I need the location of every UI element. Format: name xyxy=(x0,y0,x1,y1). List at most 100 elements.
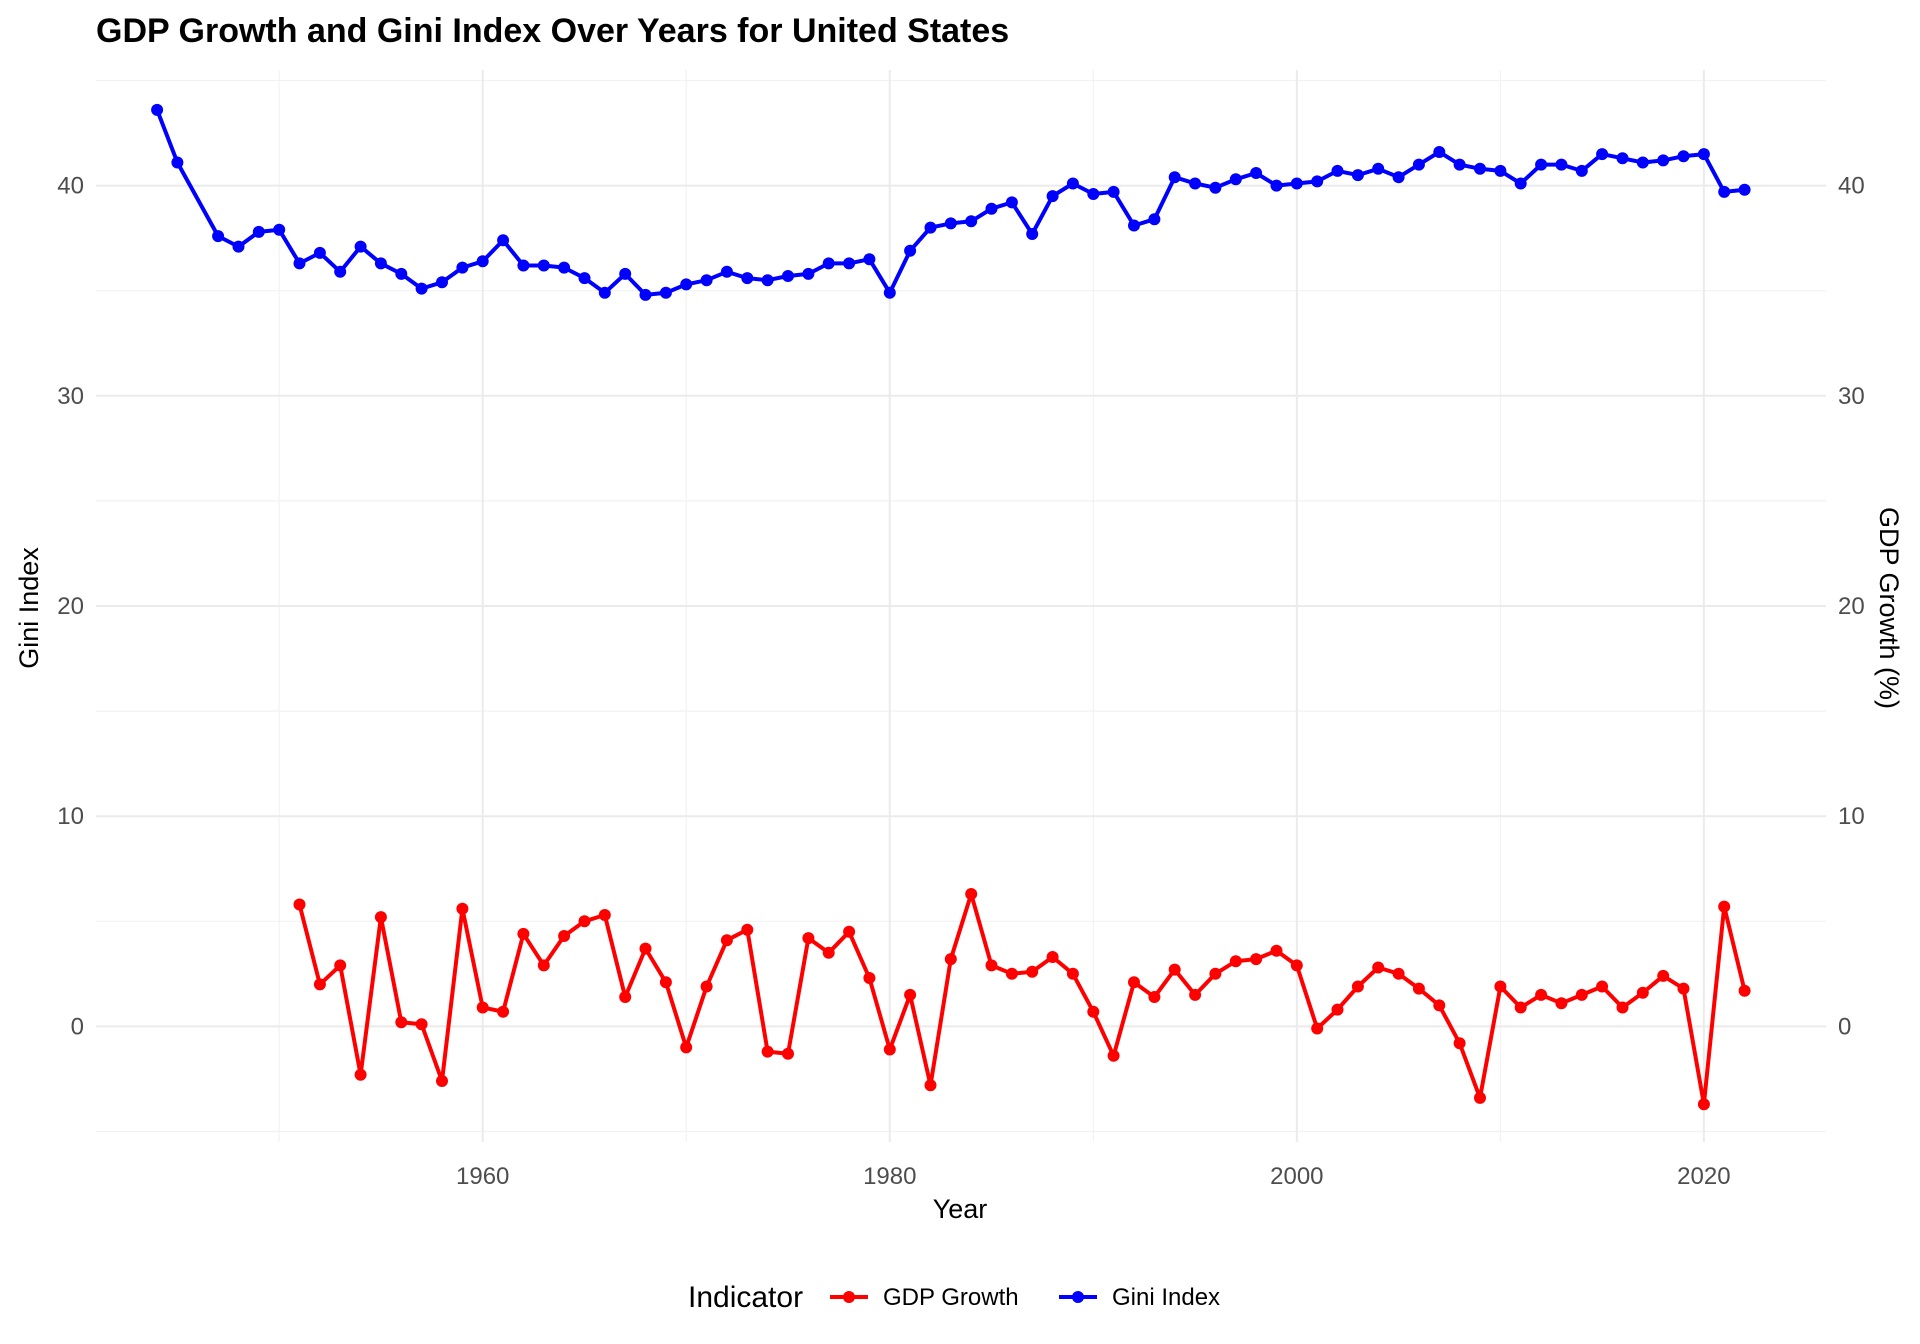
data-point-gini-index xyxy=(273,223,286,236)
data-point-gdp-growth xyxy=(537,959,550,972)
data-point-gini-index xyxy=(212,230,225,243)
data-point-gdp-growth xyxy=(1697,1098,1710,1111)
series-gdp-growth xyxy=(293,888,1751,1111)
data-point-gini-index xyxy=(1250,167,1263,179)
series-gini-index xyxy=(151,103,1751,301)
legend-key-gini-index-point xyxy=(1072,1291,1084,1303)
data-point-gdp-growth xyxy=(1229,955,1242,968)
data-point-gini-index xyxy=(1168,171,1181,184)
x-tick-label: 1960 xyxy=(456,1163,509,1190)
data-point-gdp-growth xyxy=(415,1018,428,1031)
data-point-gini-index xyxy=(436,276,448,289)
series-layer xyxy=(151,103,1751,1111)
data-point-gdp-growth xyxy=(1657,969,1670,982)
data-point-gdp-growth xyxy=(761,1045,774,1058)
data-point-gini-index xyxy=(965,215,978,228)
data-point-gini-index xyxy=(1555,158,1568,171)
data-point-gdp-growth xyxy=(558,930,571,942)
data-point-gdp-growth xyxy=(843,925,856,938)
data-point-gini-index xyxy=(374,257,387,270)
data-point-gini-index xyxy=(944,217,957,230)
data-point-gdp-growth xyxy=(1555,997,1568,1010)
data-point-gdp-growth xyxy=(1046,951,1059,963)
data-point-gdp-growth xyxy=(1311,1022,1324,1035)
data-point-gini-index xyxy=(598,286,611,299)
data-point-gini-index xyxy=(761,274,774,287)
data-point-gini-index xyxy=(1331,164,1344,177)
data-point-gini-index xyxy=(1535,158,1548,171)
data-point-gdp-growth xyxy=(944,953,957,966)
data-point-gdp-growth xyxy=(1168,963,1181,976)
data-point-gini-index xyxy=(1107,185,1120,198)
data-point-gdp-growth xyxy=(1596,980,1609,993)
data-point-gini-index xyxy=(924,221,937,234)
data-point-gdp-growth xyxy=(1494,980,1507,993)
data-point-gdp-growth xyxy=(293,898,306,911)
x-tick-label: 2000 xyxy=(1270,1163,1323,1190)
grid-lines xyxy=(96,70,1826,1142)
data-point-gdp-growth xyxy=(1209,967,1222,980)
data-point-gini-index xyxy=(1657,154,1670,167)
data-point-gdp-growth xyxy=(517,927,530,940)
data-point-gdp-growth xyxy=(1270,944,1283,957)
y-tick-label-right: 10 xyxy=(1838,803,1865,830)
series-line-gini-index xyxy=(155,107,1747,297)
data-point-gdp-growth xyxy=(334,959,347,972)
data-point-gini-index xyxy=(1209,181,1222,194)
data-point-gdp-growth xyxy=(1107,1049,1120,1062)
data-point-gini-index xyxy=(517,259,530,272)
data-point-gini-index xyxy=(1474,162,1486,175)
legend-label-gdp-growth: GDP Growth xyxy=(883,1284,1019,1311)
data-point-gini-index xyxy=(883,286,896,299)
data-point-gdp-growth xyxy=(883,1043,896,1056)
data-point-gdp-growth xyxy=(700,980,713,993)
data-point-gdp-growth xyxy=(1474,1091,1486,1104)
data-point-gdp-growth xyxy=(1026,965,1039,978)
y-axis-label-left: Gini Index xyxy=(14,547,44,669)
data-point-gdp-growth xyxy=(619,991,632,1003)
data-point-gini-index xyxy=(537,259,550,272)
legend-item-gdp-growth: GDP Growth xyxy=(830,1284,1019,1311)
data-point-gdp-growth xyxy=(1392,967,1405,980)
data-point-gdp-growth xyxy=(904,988,917,1001)
data-point-gini-index xyxy=(578,272,591,285)
data-point-gini-index xyxy=(619,267,632,280)
data-point-gini-index xyxy=(659,286,672,299)
data-point-gdp-growth xyxy=(822,946,835,959)
y-tick-label-right: 30 xyxy=(1838,383,1865,410)
data-point-gini-index xyxy=(1290,177,1303,190)
data-point-gdp-growth xyxy=(1331,1003,1344,1016)
data-point-gini-index xyxy=(252,225,265,238)
data-point-gdp-growth xyxy=(1087,1005,1100,1018)
x-tick-label: 1980 xyxy=(863,1163,916,1190)
data-point-gdp-growth xyxy=(395,1016,408,1029)
data-point-gini-index xyxy=(1229,173,1242,186)
data-point-gini-index xyxy=(1026,228,1039,240)
data-point-gini-index xyxy=(1636,156,1649,169)
data-point-gdp-growth xyxy=(598,909,611,921)
data-point-gdp-growth xyxy=(924,1079,937,1092)
data-point-gini-index xyxy=(558,261,571,274)
legend-label-gini-index: Gini Index xyxy=(1112,1284,1220,1311)
y-tick-label-right: 40 xyxy=(1838,173,1865,200)
data-point-gdp-growth xyxy=(476,1001,489,1014)
data-point-gdp-growth xyxy=(1514,1001,1527,1014)
data-point-gdp-growth xyxy=(720,934,733,947)
data-point-gini-index xyxy=(720,265,733,278)
data-point-gdp-growth xyxy=(1372,961,1385,974)
data-point-gini-index xyxy=(1005,196,1018,209)
data-point-gini-index xyxy=(1128,219,1140,232)
data-point-gini-index xyxy=(1412,158,1425,171)
data-point-gini-index xyxy=(151,103,164,116)
y-tick-label-left: 0 xyxy=(71,1013,84,1040)
data-point-gini-index xyxy=(782,270,794,282)
data-point-gdp-growth xyxy=(863,972,876,984)
data-point-gini-index xyxy=(1372,162,1385,175)
data-point-gdp-growth xyxy=(1636,986,1649,999)
y-tick-label-left: 20 xyxy=(57,593,84,620)
data-point-gini-index xyxy=(1087,188,1100,200)
data-point-gini-index xyxy=(456,261,469,274)
data-point-gini-index xyxy=(863,253,876,266)
